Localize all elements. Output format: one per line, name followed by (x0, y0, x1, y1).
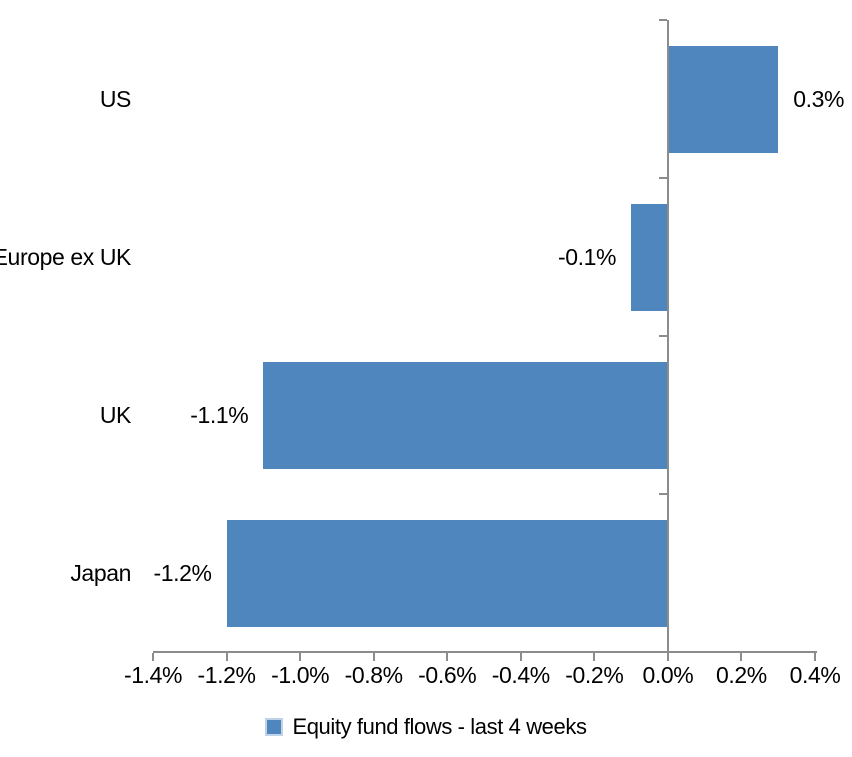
bar (263, 361, 668, 469)
value-axis-tick (225, 653, 228, 661)
category-label: US (99, 85, 132, 112)
bar (226, 519, 668, 627)
category-label: Europe ex UK (0, 243, 131, 270)
category-label: Japan (70, 559, 131, 586)
legend-marker-square (265, 718, 284, 736)
value-axis-tick-label: -1.0% (271, 662, 330, 688)
value-axis-tick-label: -0.2% (565, 662, 624, 688)
value-axis-tick (519, 653, 522, 661)
bar (631, 203, 668, 311)
value-axis-tick-label: 0.2% (716, 662, 767, 688)
value-axis-tick-label: -0.8% (344, 662, 403, 688)
value-label: -1.1% (190, 401, 249, 428)
value-label: 0.3% (793, 85, 845, 112)
legend-label: Equity fund flows - last 4 weeks (292, 714, 587, 739)
value-axis-tick-label: -1.2% (197, 662, 256, 688)
value-axis-tick (299, 653, 302, 661)
value-axis-line (153, 651, 817, 653)
value-axis-tick (152, 653, 154, 661)
category-axis-line (666, 20, 669, 652)
value-axis-tick (666, 653, 669, 661)
value-axis-tick (814, 653, 816, 661)
value-axis-tick (740, 653, 743, 661)
value-label: -1.2% (153, 559, 212, 586)
category-label: UK (99, 401, 132, 428)
category-axis-tick (658, 177, 667, 179)
value-axis-tick-label: -0.6% (418, 662, 477, 688)
category-axis-tick (658, 335, 667, 337)
value-axis-tick (372, 653, 375, 661)
value-label: -0.1% (558, 243, 617, 270)
value-axis-tick-label: -0.4% (491, 662, 550, 688)
legend: Equity fund flows - last 4 weeks (0, 708, 852, 746)
value-axis-tick-label: 0.4% (789, 662, 841, 688)
value-axis-tick-label: -1.4% (123, 662, 183, 688)
value-axis-tick-label: 0.0% (642, 662, 694, 688)
category-axis-tick (658, 493, 667, 495)
value-axis-tick (446, 653, 449, 661)
value-axis-tick (593, 653, 596, 661)
bar (667, 45, 779, 153)
category-axis-tick (658, 19, 667, 21)
